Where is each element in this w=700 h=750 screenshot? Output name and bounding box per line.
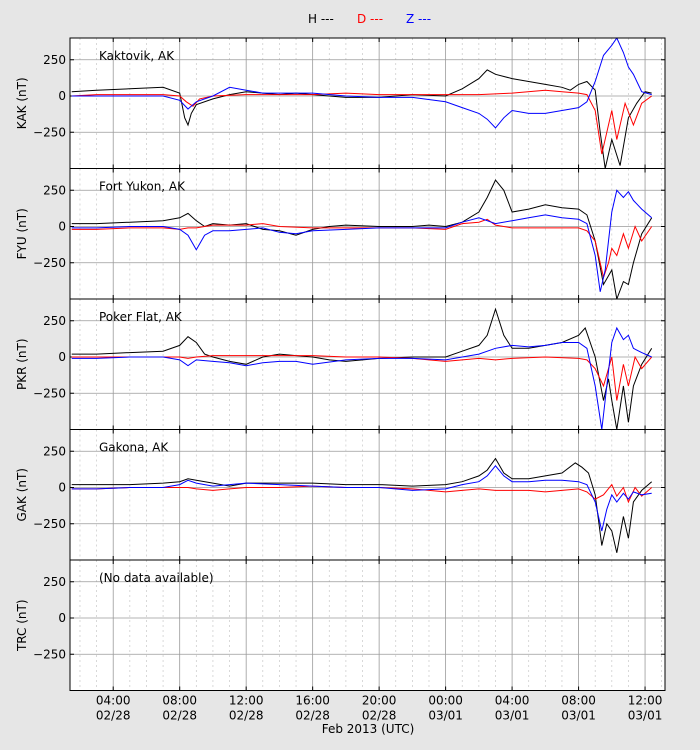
series-z-line xyxy=(71,465,652,532)
x-tick-label-date: 03/01 xyxy=(628,709,663,723)
y-tick-label: −250 xyxy=(33,647,66,661)
y-tick-label: 0 xyxy=(58,611,66,625)
x-tick-label-time: 08:00 xyxy=(561,694,596,708)
panel-annotation: Poker Flat, AK xyxy=(99,310,183,324)
panel-annotation: Gakona, AK xyxy=(99,441,169,455)
y-tick-label: 250 xyxy=(43,444,66,458)
series-d-line xyxy=(71,218,653,280)
series-z-line xyxy=(71,326,652,430)
panel-4: 250 0 −250 (No data available) TRC (nT) xyxy=(15,559,666,691)
y-tick-label: −250 xyxy=(33,517,66,531)
x-tick-label-date: 02/28 xyxy=(96,709,131,723)
legend: H --- D --- Z --- xyxy=(308,12,431,26)
legend-h: H --- xyxy=(308,12,334,26)
x-tick-label-time: 08:00 xyxy=(162,694,197,708)
x-tick-labels: 04:0002/2808:0002/2812:0002/2816:0002/28… xyxy=(96,694,662,723)
series-d-line xyxy=(71,355,653,401)
y-tick-label: 250 xyxy=(43,183,66,197)
x-tick-label-date: 02/28 xyxy=(162,709,197,723)
y-tick-label: 250 xyxy=(43,575,66,589)
y-tick-label: 250 xyxy=(43,314,66,328)
panel-2: 250 0 −250 Poker Flat, AK PKR (nT) xyxy=(15,298,666,430)
x-axis-label: Feb 2013 (UTC) xyxy=(322,722,415,736)
y-tick-label: 250 xyxy=(43,53,66,67)
series-h-line xyxy=(71,457,653,553)
x-tick-label-date: 03/01 xyxy=(495,709,530,723)
panel-3: 250 0 −250 Gakona, AK GAK (nT) xyxy=(15,429,666,561)
x-tick-label-time: 00:00 xyxy=(428,694,463,708)
y-axis-label: KAK (nT) xyxy=(15,77,29,129)
legend-d: D --- xyxy=(357,12,383,26)
x-tick-label-time: 12:00 xyxy=(229,694,264,708)
series-z-line xyxy=(71,38,652,129)
series-h-line xyxy=(71,307,653,430)
x-tick-label-time: 20:00 xyxy=(362,694,397,708)
y-tick-label: 0 xyxy=(58,220,66,234)
panel-annotation: (No data available) xyxy=(99,571,214,585)
x-tick-label-time: 04:00 xyxy=(495,694,530,708)
x-tick-label-date: 03/01 xyxy=(428,709,463,723)
x-tick-label-time: 12:00 xyxy=(628,694,663,708)
x-tick-label-time: 16:00 xyxy=(295,694,330,708)
y-axis-label: GAK (nT) xyxy=(15,468,29,522)
y-tick-label: 0 xyxy=(58,481,66,495)
x-tick-label-date: 03/01 xyxy=(561,709,596,723)
y-tick-label: −250 xyxy=(33,256,66,270)
series-d-line xyxy=(71,483,653,504)
y-tick-label: −250 xyxy=(33,386,66,400)
panel-annotation: Kaktovik, AK xyxy=(99,49,175,63)
panel-annotation: Fort Yukon, AK xyxy=(99,180,186,194)
y-axis-label: FYU (nT) xyxy=(15,208,29,259)
legend-z: Z --- xyxy=(406,12,431,26)
x-tick-label-date: 02/28 xyxy=(295,709,330,723)
y-tick-label: 0 xyxy=(58,350,66,364)
y-tick-label: 0 xyxy=(58,89,66,103)
series-d-line xyxy=(71,89,652,155)
y-tick-label: −250 xyxy=(33,125,66,139)
panels: 250 0 −250 Kaktovik, AK KAK (nT) 250 0 −250 Fort… xyxy=(15,37,666,691)
panel-1: 250 0 −250 Fort Yukon, AK FYU (nT) xyxy=(15,168,666,300)
y-axis-label: PKR (nT) xyxy=(15,338,29,390)
panel-frame xyxy=(69,559,666,691)
y-axis-label: TRC (nT) xyxy=(15,599,29,652)
x-tick-label-time: 04:00 xyxy=(96,694,131,708)
series-z-line xyxy=(71,189,653,292)
x-tick-label-date: 02/28 xyxy=(229,709,264,723)
panel-0: 250 0 −250 Kaktovik, AK KAK (nT) xyxy=(15,37,666,169)
series-h-line xyxy=(71,179,653,299)
x-tick-label-date: 02/28 xyxy=(362,709,397,723)
